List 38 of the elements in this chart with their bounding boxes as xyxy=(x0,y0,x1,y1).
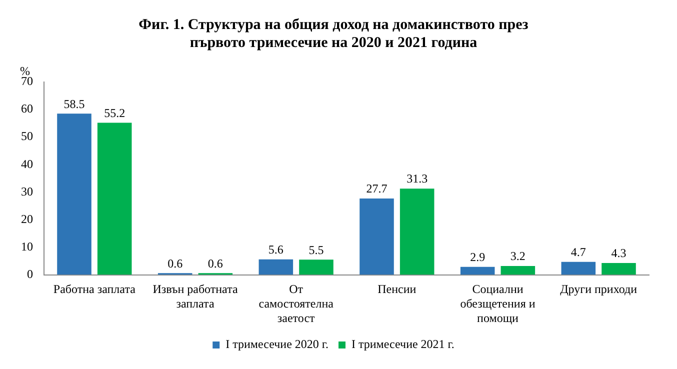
data-label: 0.6 xyxy=(208,256,223,270)
y-tick-label: 0 xyxy=(27,266,33,281)
data-label: 0.6 xyxy=(168,256,183,270)
data-label: 58.5 xyxy=(64,96,85,111)
legend-label: I тримесечие 2021 г. xyxy=(352,337,454,352)
bar xyxy=(400,188,434,275)
data-label: 2.9 xyxy=(470,250,486,264)
y-tick-label: 50 xyxy=(21,129,33,144)
y-tick-label: 30 xyxy=(21,184,33,198)
x-tick-label: Други приходи xyxy=(560,282,638,296)
x-tick-label: Работна заплата xyxy=(53,282,136,296)
data-label: 31.3 xyxy=(406,172,428,186)
y-tick-label: 40 xyxy=(21,156,33,171)
data-label: 3.2 xyxy=(510,249,526,264)
data-label: 55.2 xyxy=(104,106,126,120)
y-tick-label: 10 xyxy=(21,239,33,254)
bar xyxy=(97,122,132,275)
bar xyxy=(299,260,334,275)
legend-label: I тримесечие 2020 г. xyxy=(226,337,329,352)
bar xyxy=(258,259,294,275)
chart-title: Фиг. 1. Структура на общия доход на домакинството през първото тримесечие на 2020 и 2021 година xyxy=(138,16,528,51)
bar xyxy=(460,266,495,275)
data-label: 5.6 xyxy=(268,242,284,257)
bar xyxy=(57,114,92,275)
data-label: 5.5 xyxy=(308,242,324,257)
x-tick-label: Социални обезщетения и помощи xyxy=(460,282,536,325)
x-tick-label: Пенсии xyxy=(378,282,417,296)
bar xyxy=(500,266,536,275)
bar xyxy=(561,262,596,275)
data-label: 27.7 xyxy=(366,182,388,196)
x-tick-label: Извън работната заплата xyxy=(152,282,238,311)
bar xyxy=(602,262,636,275)
x-tick-label: От самостоятелна заетост xyxy=(258,282,334,325)
y-tick-label: 20 xyxy=(21,212,33,226)
bar xyxy=(360,198,394,275)
data-label: 4.7 xyxy=(570,245,586,260)
y-tick-label: 60 xyxy=(21,102,33,116)
data-label: 4.3 xyxy=(611,246,626,260)
